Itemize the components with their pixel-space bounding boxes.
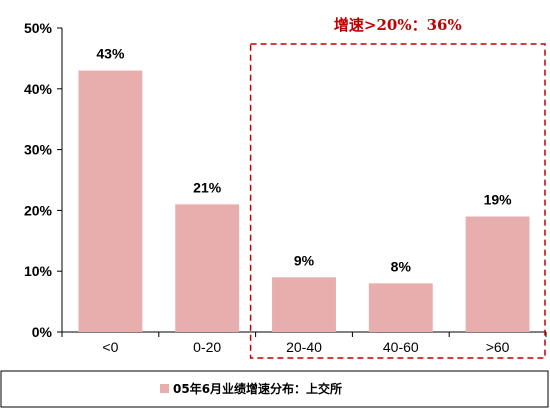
- y-tick-label: 30%: [24, 142, 53, 158]
- x-tick-label: >60: [486, 339, 510, 355]
- bar: [175, 204, 240, 332]
- y-tick-label: 10%: [24, 263, 53, 279]
- x-tick-label: 20-40: [286, 339, 322, 355]
- y-tick-label: 40%: [24, 81, 53, 97]
- data-label: 9%: [294, 252, 315, 268]
- data-label: 19%: [484, 191, 513, 207]
- x-tick-label: 0-20: [193, 339, 221, 355]
- data-label: 21%: [193, 179, 222, 195]
- data-label: 8%: [391, 258, 412, 274]
- bar: [465, 216, 530, 332]
- legend-swatch: [160, 384, 169, 393]
- legend: 05年6月业绩增速分布：上交所: [0, 370, 549, 408]
- annotation: 增速>20%：36%: [249, 14, 546, 359]
- annotation-highlight-box: [249, 43, 546, 359]
- data-labels: 43% 21% 9% 8% 19%: [96, 46, 512, 275]
- legend-label: 05年6月业绩增速分布：上交所: [173, 381, 342, 396]
- bar: [368, 283, 433, 332]
- x-tick-label: 40-60: [383, 339, 419, 355]
- y-axis: 0% 10% 20% 30% 40% 50%: [24, 20, 63, 340]
- bar: [78, 70, 143, 332]
- annotation-text: 增速>20%：36%: [334, 16, 462, 34]
- x-tick-label: <0: [102, 339, 118, 355]
- x-axis: <0 0-20 20-40 40-60 >60: [61, 331, 547, 355]
- y-tick-label: 20%: [24, 202, 53, 218]
- legend-frame: [0, 370, 549, 408]
- y-tick-label: 0%: [32, 324, 53, 340]
- bars: [78, 70, 530, 332]
- y-tick-label: 50%: [24, 20, 53, 36]
- annotation-text-background: [317, 14, 478, 36]
- bar: [272, 277, 336, 332]
- data-label: 43%: [96, 46, 125, 62]
